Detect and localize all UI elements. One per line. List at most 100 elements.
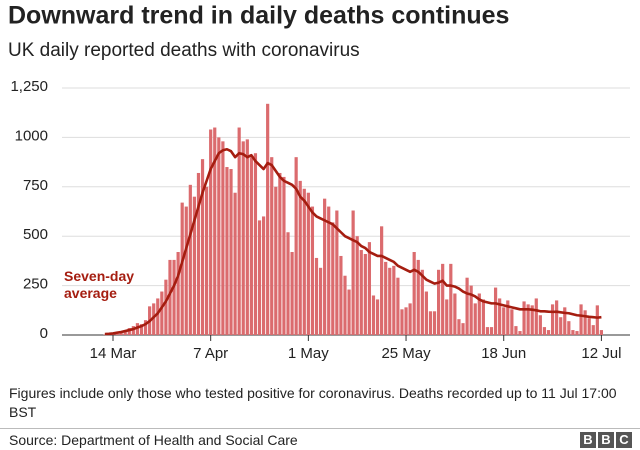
- y-tick-label: 0: [40, 325, 48, 342]
- bar: [152, 303, 156, 335]
- bar: [221, 141, 225, 335]
- bar: [180, 202, 184, 335]
- y-tick-label: 1,250: [10, 78, 48, 95]
- bar: [331, 222, 335, 335]
- bar: [477, 293, 481, 335]
- bar: [449, 263, 453, 335]
- bar: [343, 275, 347, 335]
- bar: [506, 300, 510, 335]
- bar: [266, 103, 270, 335]
- bar: [546, 330, 551, 335]
- bar: [306, 192, 310, 335]
- bar: [274, 186, 278, 335]
- bar: [123, 330, 127, 335]
- bar: [432, 311, 437, 335]
- x-tick-label: 1 May: [288, 345, 329, 362]
- bar: [392, 265, 396, 335]
- bar: [498, 298, 502, 335]
- bar: [164, 279, 168, 335]
- bar: [351, 210, 355, 335]
- bar: [461, 323, 465, 335]
- bar: [384, 261, 388, 335]
- bar: [530, 305, 534, 335]
- bar: [526, 304, 530, 335]
- bar: [298, 180, 302, 335]
- bar: [168, 259, 172, 335]
- bar: [192, 196, 196, 335]
- bar: [172, 259, 176, 335]
- bar: [404, 307, 408, 335]
- bar: [286, 232, 290, 335]
- chart: Downward trend in daily deaths continues…: [8, 2, 630, 362]
- bar: [335, 210, 339, 335]
- bar: [196, 172, 201, 335]
- bar: [380, 226, 384, 335]
- bar: [400, 309, 404, 335]
- bar: [587, 318, 591, 335]
- logo-letter: B: [598, 432, 614, 448]
- bar: [213, 127, 217, 336]
- bar: [514, 326, 518, 335]
- bar: [318, 267, 323, 335]
- bar: [542, 327, 547, 335]
- bar: [583, 310, 587, 335]
- chart-title: Downward trend in daily deaths continues: [8, 2, 509, 30]
- bar: [473, 303, 477, 335]
- bar: [571, 330, 575, 335]
- bar: [156, 298, 160, 335]
- bar: [416, 259, 420, 335]
- bar: [249, 157, 253, 335]
- bar: [184, 206, 188, 335]
- bar: [339, 255, 343, 335]
- x-tick-label: 25 May: [381, 345, 431, 362]
- bar: [241, 141, 245, 335]
- bar: [188, 184, 192, 335]
- chart-subtitle: UK daily reported deaths with coronaviru…: [8, 40, 360, 61]
- logo: B B C: [580, 432, 632, 448]
- bar: [176, 252, 180, 335]
- bar: [363, 253, 367, 335]
- bar: [310, 206, 315, 335]
- bar: [200, 159, 205, 335]
- average-line: [104, 147, 602, 336]
- bar: [485, 327, 490, 335]
- bar: [160, 291, 164, 335]
- bar: [229, 169, 233, 335]
- logo-letter: C: [616, 432, 632, 448]
- bar: [457, 319, 461, 335]
- x-tick-label: 12 Jul: [581, 345, 621, 362]
- bar: [253, 153, 258, 335]
- bar: [518, 331, 522, 335]
- bar: [559, 317, 563, 335]
- bar: [437, 269, 441, 335]
- bar: [359, 250, 363, 335]
- bar: [567, 321, 571, 335]
- bar: [579, 304, 583, 335]
- bar: [445, 299, 449, 335]
- bar: [270, 157, 274, 335]
- bar: [225, 167, 229, 335]
- y-tick-label: 1000: [15, 127, 48, 144]
- bar: [502, 307, 506, 335]
- series-annotation: Seven-day average: [64, 268, 135, 301]
- bar: [302, 188, 306, 335]
- bar: [420, 269, 424, 335]
- bar: [367, 242, 372, 335]
- bar: [327, 206, 331, 335]
- bar: [388, 267, 392, 335]
- bar: [139, 324, 144, 335]
- bar: [347, 289, 351, 335]
- bar: [563, 307, 567, 335]
- bar: [408, 303, 412, 335]
- bar: [290, 252, 294, 335]
- bar: [261, 216, 266, 335]
- bar: [135, 323, 140, 335]
- x-tick-label: 7 Apr: [193, 345, 228, 362]
- y-tick-label: 750: [23, 177, 48, 194]
- bar: [282, 176, 286, 335]
- bar: [131, 326, 135, 335]
- bar: [481, 299, 485, 335]
- bar: [424, 291, 428, 335]
- footnote: Figures include only those who tested po…: [9, 385, 617, 420]
